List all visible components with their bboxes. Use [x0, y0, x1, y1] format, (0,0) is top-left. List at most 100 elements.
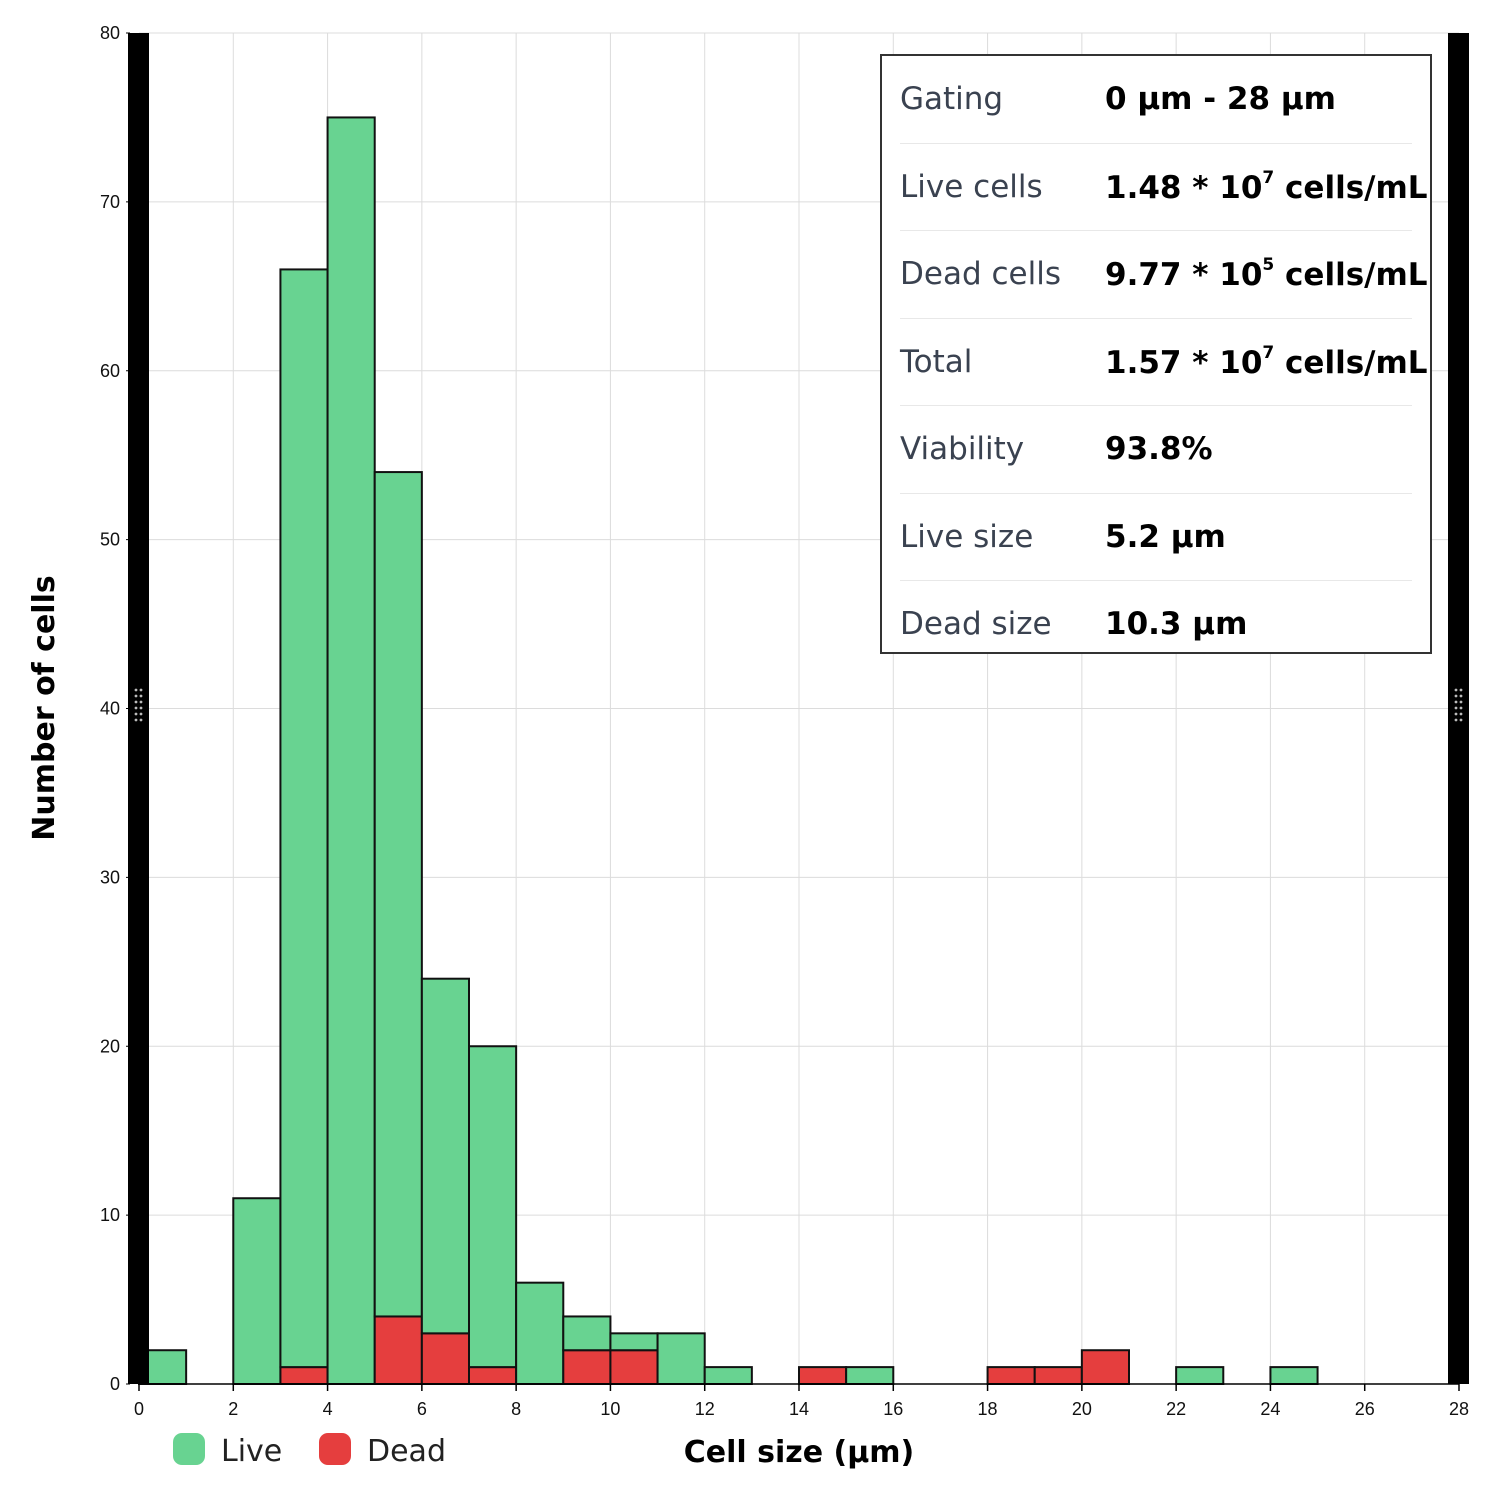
stats-value: 1.48 * 107 cells/mL: [1105, 168, 1428, 206]
grip-dot: [139, 688, 143, 692]
stats-row-total: Total 1.57 * 107 cells/mL: [900, 319, 1428, 406]
stats-mantissa: 1.57 * 10: [1105, 344, 1263, 381]
legend-swatch-dead: [319, 1433, 351, 1465]
grip-dot: [1459, 694, 1463, 698]
bar-live: [845, 1366, 895, 1386]
stats-value: 1.57 * 107 cells/mL: [1105, 343, 1428, 381]
grip-dot: [134, 718, 138, 722]
x-tick-label: 4: [323, 1399, 333, 1419]
grip-dot: [1454, 706, 1458, 710]
handle-bar: [1448, 33, 1469, 1384]
y-tick-label: 70: [100, 192, 120, 212]
bar-live: [373, 471, 423, 1318]
y-tick-label: 10: [100, 1205, 120, 1225]
stats-label: Dead size: [900, 606, 1052, 643]
bar-dead: [420, 1332, 471, 1386]
x-tick-label: 26: [1355, 1399, 1375, 1419]
bar-live: [656, 1332, 706, 1386]
y-tick-label: 20: [100, 1036, 120, 1056]
bars: [138, 116, 1319, 1386]
stats-value: 10.3 µm: [1105, 606, 1248, 643]
x-tick-label: 28: [1449, 1399, 1469, 1419]
y-tick-label: 30: [100, 867, 120, 887]
bar-live: [468, 1045, 518, 1369]
grip-dot: [1459, 700, 1463, 704]
stats-row-live-cells: Live cells 1.48 * 107 cells/mL: [900, 144, 1428, 231]
bar-dead: [1033, 1366, 1083, 1386]
x-tick-label: 6: [417, 1399, 427, 1419]
axes: 0 2 4 6 8 10 12 14 16 18 20 22 24 26 28010203040506070…: [100, 23, 1469, 1419]
stats-row-gating: Gating 0 µm - 28 µm: [900, 56, 1412, 144]
bar-live: [326, 116, 376, 1385]
grip-dot: [134, 706, 138, 710]
bar-live: [609, 1332, 659, 1352]
bar-dead: [609, 1349, 659, 1385]
grip-dot: [134, 688, 138, 692]
grip-dot: [1454, 712, 1458, 716]
x-axis-title: Cell size (µm): [684, 1435, 915, 1470]
y-tick-label: 40: [100, 699, 120, 719]
bar-dead: [373, 1315, 423, 1385]
stats-value: 93.8%: [1105, 431, 1213, 468]
bar-dead: [468, 1366, 518, 1386]
grip-dot: [139, 700, 143, 704]
range-handles[interactable]: [128, 33, 1469, 1384]
grip-dot: [139, 718, 143, 722]
x-tick-label: 8: [511, 1399, 521, 1419]
stats-value: 9.77 * 105 cells/mL: [1105, 255, 1428, 293]
bar-live: [1269, 1366, 1319, 1386]
y-tick-label: 60: [100, 361, 120, 381]
stats-exponent: 5: [1262, 255, 1275, 276]
y-tick-label: 50: [100, 530, 120, 550]
grip-dot: [134, 694, 138, 698]
bar-live: [279, 268, 329, 1369]
y-tick-label: 0: [110, 1374, 120, 1394]
bar-dead: [562, 1349, 612, 1385]
grip-dot: [1454, 700, 1458, 704]
legend: Live Dead: [173, 1433, 446, 1469]
bar-live: [562, 1315, 612, 1352]
x-tick-label: 0: [134, 1399, 144, 1419]
grip-dot: [1459, 688, 1463, 692]
stats-label: Total: [900, 343, 973, 380]
stats-row-live-size: Live size 5.2 µm: [900, 494, 1412, 581]
stats-exponent: 7: [1262, 167, 1275, 188]
bar-live: [420, 977, 471, 1335]
stats-label: Live size: [900, 518, 1034, 555]
stats-row-dead-cells: Dead cells 9.77 * 105 cells/mL: [900, 231, 1428, 319]
x-tick-label: 18: [978, 1399, 998, 1419]
grip-dot: [139, 694, 143, 698]
legend-swatch-live: [173, 1433, 205, 1465]
bar-dead: [279, 1366, 329, 1386]
grip-dot: [139, 706, 143, 710]
y-axis-title: Number of cells: [27, 575, 62, 840]
grip-dot: [1459, 718, 1463, 722]
stats-label: Gating: [900, 81, 1004, 118]
stats-value: 5.2 µm: [1105, 518, 1226, 555]
bar-dead: [986, 1366, 1036, 1386]
stats-mantissa: 9.77 * 10: [1105, 257, 1263, 294]
stats-unit: cells/mL: [1274, 257, 1428, 294]
x-tick-label: 22: [1166, 1399, 1186, 1419]
grip-dot: [1459, 712, 1463, 716]
stats-panel: Gating 0 µm - 28 µm Live cells 1.48 * 10…: [880, 54, 1432, 654]
grip-dot: [134, 700, 138, 704]
grip-dot: [139, 712, 143, 716]
stats-mantissa: 1.48 * 10: [1105, 169, 1263, 206]
y-tick-label: 80: [100, 23, 120, 43]
stats-label: Viability: [900, 431, 1025, 468]
stats-exponent: 7: [1262, 342, 1275, 363]
bar-live: [703, 1366, 753, 1386]
stats-label: Dead cells: [900, 256, 1061, 293]
grip-dot: [1454, 718, 1458, 722]
x-tick-label: 10: [600, 1399, 620, 1419]
stats-unit: cells/mL: [1274, 169, 1428, 206]
stats-row-dead-size: Dead size 10.3 µm: [900, 581, 1412, 668]
handle-bar: [128, 33, 149, 1384]
legend-label-live: Live: [221, 1434, 282, 1469]
bar-live: [515, 1281, 565, 1386]
gating-handle-right[interactable]: [1448, 33, 1469, 1384]
gating-handle-left[interactable]: [128, 33, 149, 1384]
x-tick-label: 12: [695, 1399, 715, 1419]
stats-row-viability: Viability 93.8%: [900, 406, 1412, 494]
